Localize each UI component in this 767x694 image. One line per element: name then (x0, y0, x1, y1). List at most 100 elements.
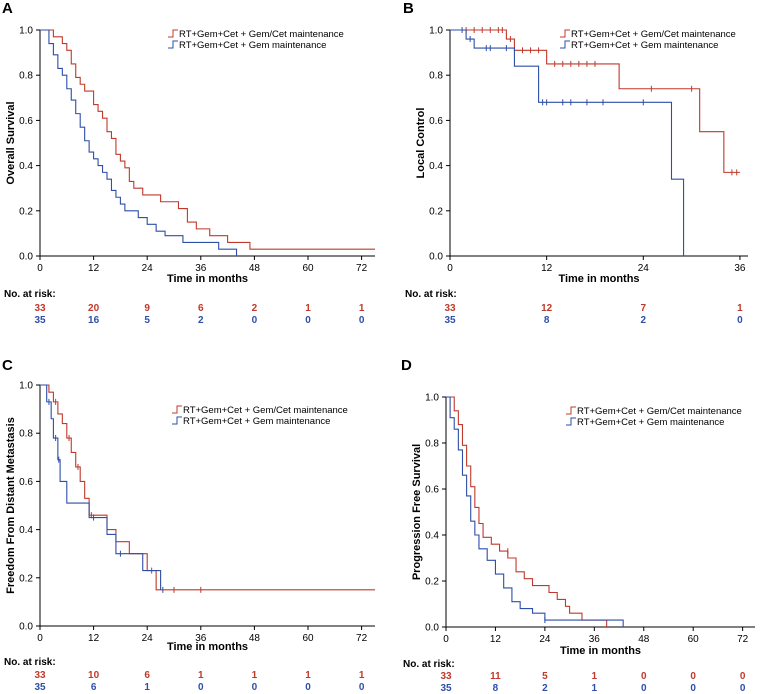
risk-value: 35 (440, 683, 452, 694)
risk-value: 0 (305, 315, 311, 326)
risk-value: 0 (252, 315, 258, 326)
x-tick-label: 72 (356, 263, 368, 274)
risk-value: 2 (641, 315, 647, 326)
risk-value: 6 (91, 682, 97, 693)
y-axis-title: Overall Survival (5, 101, 17, 184)
risk-header: No. at risk: (405, 289, 457, 300)
x-tick-label: 0 (443, 634, 449, 645)
y-tick-label: 1.0 (429, 26, 443, 37)
series-line-blue (446, 396, 624, 627)
risk-value: 0 (740, 683, 746, 694)
risk-value: 1 (359, 303, 365, 314)
risk-value: 5 (542, 671, 548, 682)
risk-value: 1 (305, 670, 311, 681)
risk-value: 33 (34, 670, 46, 681)
y-tick-label: 0.4 (19, 161, 33, 172)
legend-label: RT+Gem+Cet + Gem/Cet maintenance (179, 29, 344, 40)
panel-c: C0.00.20.40.60.81.00 12 24 36 48 60 72Freedom … (2, 357, 375, 693)
x-tick-label: 72 (356, 633, 368, 644)
risk-value: 7 (641, 303, 647, 314)
x-tick-label: 72 (737, 634, 749, 645)
x-tick-label: 36 (195, 263, 207, 274)
risk-value: 8 (544, 315, 550, 326)
risk-value: 33 (34, 303, 46, 314)
legend-swatch (168, 40, 178, 49)
legend-label: RT+Gem+Cet + Gem maintenance (183, 416, 330, 427)
y-tick-label: 0.2 (429, 206, 443, 217)
x-tick-label: 12 (490, 634, 502, 645)
risk-value: 9 (144, 303, 150, 314)
y-tick-label: 1.0 (425, 393, 439, 404)
x-tick-label: 12 (88, 263, 100, 274)
legend-label: RT+Gem+Cet + Gem maintenance (179, 40, 326, 51)
x-axis-title: Time in months (167, 273, 248, 285)
y-tick-label: 0.0 (429, 252, 443, 263)
x-tick-label: 48 (638, 634, 650, 645)
x-tick-label: 0 (37, 633, 43, 644)
risk-value: 1 (144, 682, 150, 693)
x-tick-label: 12 (88, 633, 100, 644)
panel-letter: C (2, 357, 13, 374)
risk-value: 33 (440, 671, 452, 682)
risk-header: No. at risk: (403, 659, 455, 670)
series-line-red (40, 384, 375, 591)
y-tick-label: 0.2 (425, 577, 439, 588)
x-tick-label: 36 (195, 633, 207, 644)
risk-value: 0 (359, 682, 365, 693)
x-tick-label: 0 (447, 263, 453, 274)
risk-value: 1 (305, 303, 311, 314)
panel-a: A0.00.20.40.60.81.00 12 24 36 48 60 72Overall … (2, 0, 375, 326)
risk-value: 0 (641, 683, 647, 694)
x-tick-label: 12 (541, 263, 553, 274)
x-tick-label: 24 (142, 263, 154, 274)
y-tick-label: 1.0 (19, 381, 33, 392)
risk-value: 1 (359, 670, 365, 681)
risk-value: 0 (737, 315, 743, 326)
risk-value: 1 (737, 303, 743, 314)
risk-value: 35 (34, 682, 46, 693)
risk-value: 20 (88, 303, 100, 314)
y-tick-label: 0.4 (429, 161, 443, 172)
legend-label: RT+Gem+Cet + Gem/Cet maintenance (577, 406, 742, 417)
panel-letter: D (401, 357, 412, 374)
risk-value: 2 (198, 315, 204, 326)
x-tick-label: 0 (37, 263, 43, 274)
x-tick-label: 24 (539, 634, 551, 645)
risk-value: 6 (198, 303, 204, 314)
y-tick-label: 0.2 (19, 206, 33, 217)
y-axis-title: Local Control (415, 108, 427, 179)
legend-label: RT+Gem+Cet + Gem/Cet maintenance (183, 405, 348, 416)
risk-value: 35 (444, 315, 456, 326)
risk-value: 0 (305, 682, 311, 693)
risk-value: 10 (88, 670, 100, 681)
risk-value: 11 (490, 671, 501, 682)
panel-letter: A (2, 0, 13, 17)
y-axis-title: Freedom From Distant Metastasis (5, 417, 17, 594)
x-tick-label: 24 (638, 263, 650, 274)
y-tick-label: 0.4 (425, 531, 439, 542)
risk-header: No. at risk: (4, 289, 56, 300)
risk-value: 1 (198, 670, 204, 681)
y-tick-label: 0.8 (19, 71, 33, 82)
x-tick-label: 60 (302, 263, 314, 274)
risk-value: 0 (641, 671, 647, 682)
y-tick-label: 1.0 (19, 26, 33, 37)
risk-value: 8 (493, 683, 499, 694)
series-line-red (446, 396, 608, 627)
y-tick-label: 0.6 (429, 116, 443, 127)
y-tick-label: 0.0 (425, 623, 439, 634)
x-tick-label: 60 (688, 634, 700, 645)
series-line-blue (450, 29, 685, 256)
risk-value: 0 (690, 671, 696, 682)
risk-value: 5 (144, 315, 150, 326)
x-tick-label: 60 (302, 633, 314, 644)
series-line-blue (40, 384, 162, 590)
legend-swatch (168, 29, 178, 38)
series-line-red (40, 29, 375, 250)
risk-value: 0 (252, 682, 258, 693)
risk-value: 0 (740, 671, 746, 682)
x-axis-title: Time in months (167, 641, 248, 653)
risk-value: 1 (252, 670, 258, 681)
risk-value: 0 (198, 682, 204, 693)
